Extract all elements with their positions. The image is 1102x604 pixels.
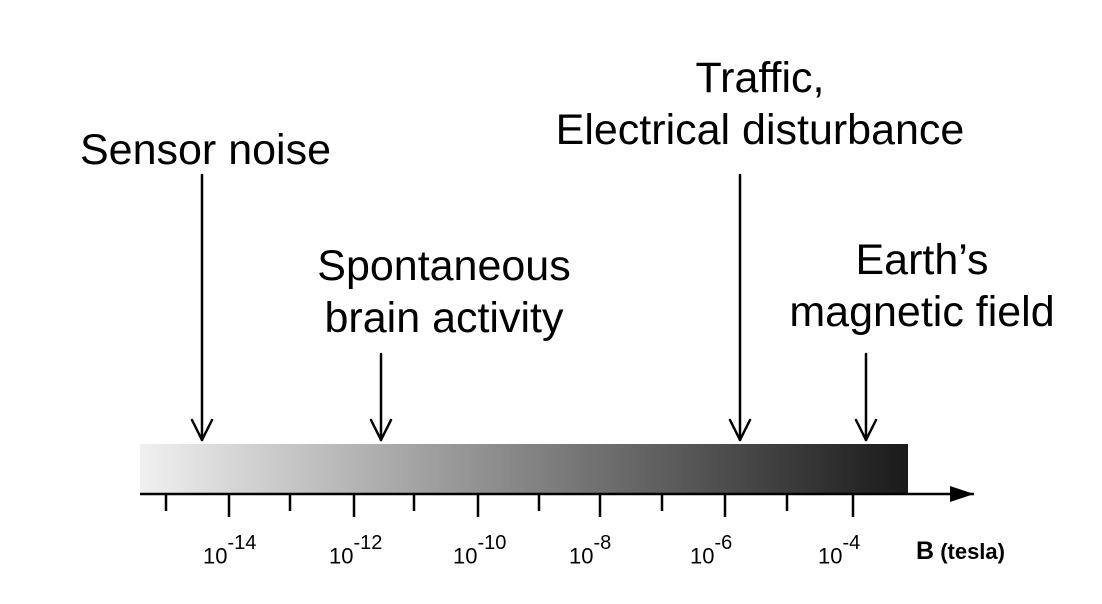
axis-symbol: B xyxy=(916,537,935,565)
axis-unit: (tesla) xyxy=(940,539,1005,564)
traffic-arrow xyxy=(728,173,752,442)
brain-activity-label: Spontaneous brain activity xyxy=(317,240,570,344)
brain-activity-arrow xyxy=(369,352,393,442)
sensor-noise-arrow xyxy=(190,173,214,442)
tick-label: 10-8 xyxy=(569,532,612,569)
tick-label: 10-14 xyxy=(203,532,257,569)
axis-title: B (tesla) xyxy=(916,537,1005,566)
sensor-noise-label: Sensor noise xyxy=(80,124,331,176)
tick-label: 10-4 xyxy=(818,532,861,569)
earth-field-label: Earth’s magnetic field xyxy=(789,234,1054,338)
tick-label: 10-10 xyxy=(453,532,507,569)
traffic-label: Traffic, Electrical disturbance xyxy=(556,52,965,156)
traffic-line2: Electrical disturbance xyxy=(555,106,965,154)
magnitude-gradient-bar xyxy=(140,444,908,493)
sensor-noise-line1: Sensor noise xyxy=(80,126,331,174)
traffic-line1: Traffic, xyxy=(695,54,825,102)
brain-activity-line1: Spontaneous xyxy=(317,242,571,290)
tick-label: 10-6 xyxy=(690,532,733,569)
axis-ticks xyxy=(164,494,855,517)
earth-field-arrow xyxy=(854,352,878,442)
earth-field-line1: Earth’s xyxy=(855,236,989,284)
tick-label: 10-12 xyxy=(329,532,383,569)
brain-activity-line2: brain activity xyxy=(324,294,564,342)
earth-field-line2: magnetic field xyxy=(789,288,1055,336)
